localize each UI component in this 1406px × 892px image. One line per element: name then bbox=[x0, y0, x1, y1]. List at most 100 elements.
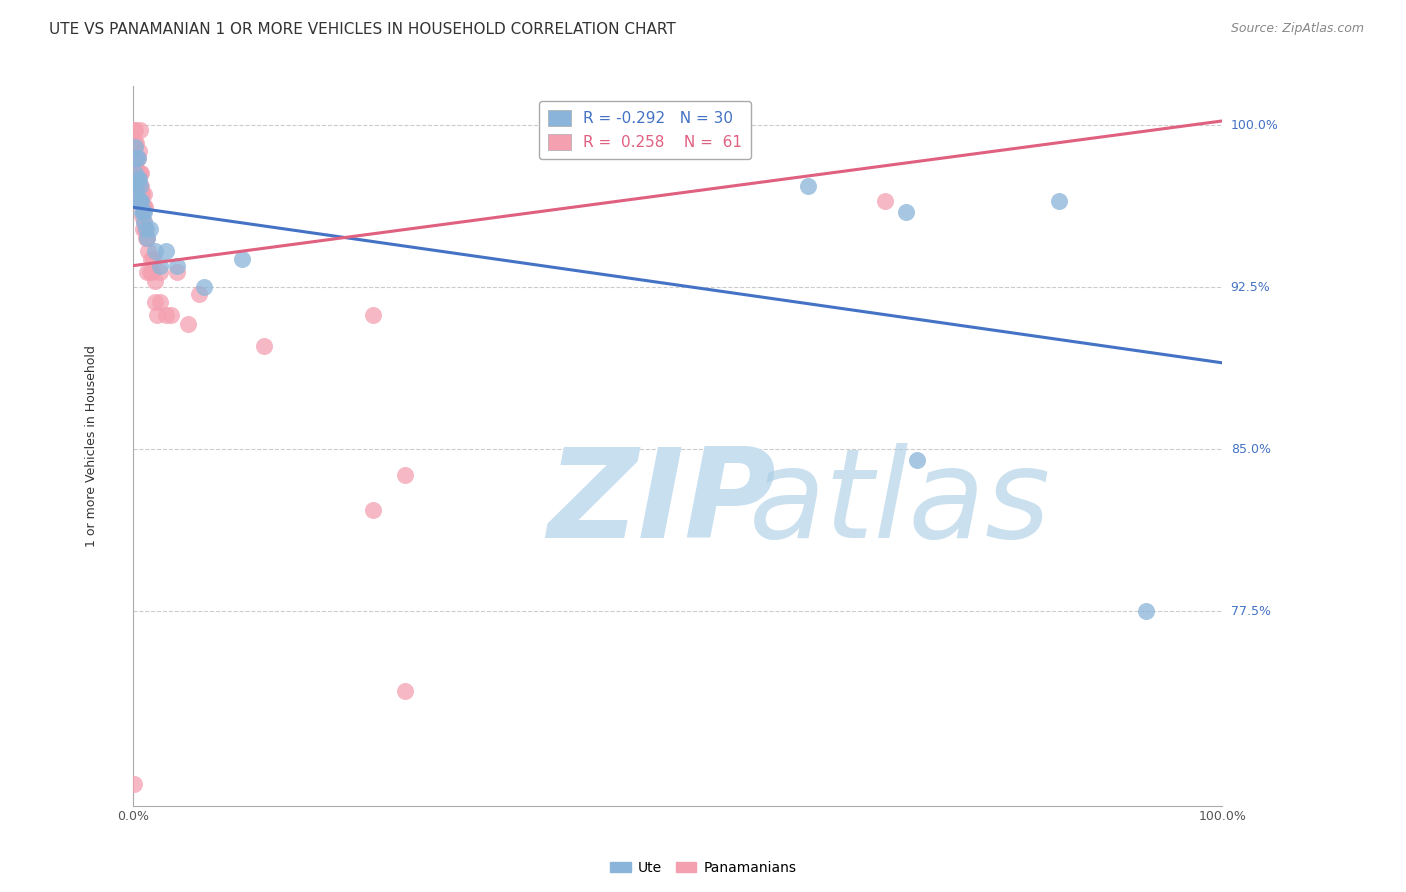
Point bbox=[1047, 194, 1070, 208]
Point bbox=[797, 178, 820, 193]
Point bbox=[132, 204, 155, 219]
Point bbox=[138, 244, 160, 258]
Point bbox=[125, 151, 148, 165]
Point bbox=[896, 204, 918, 219]
Point bbox=[127, 151, 149, 165]
Point bbox=[125, 194, 148, 208]
Point bbox=[187, 286, 209, 301]
Point bbox=[127, 151, 149, 165]
Point bbox=[128, 172, 150, 186]
Point bbox=[134, 222, 156, 236]
Point bbox=[125, 151, 148, 165]
Point bbox=[125, 166, 148, 180]
Point bbox=[125, 136, 148, 150]
Point bbox=[905, 453, 928, 467]
Point bbox=[128, 194, 150, 208]
Point bbox=[394, 468, 416, 483]
Point bbox=[138, 222, 160, 236]
Point bbox=[127, 178, 149, 193]
Point bbox=[124, 777, 146, 791]
Point bbox=[131, 204, 153, 219]
Point bbox=[129, 194, 152, 208]
Point bbox=[193, 280, 215, 294]
Text: atlas: atlas bbox=[748, 443, 1050, 564]
Point bbox=[128, 178, 150, 193]
Point bbox=[124, 122, 146, 136]
Text: ZIP: ZIP bbox=[547, 443, 776, 564]
Point bbox=[136, 230, 159, 244]
Point bbox=[127, 172, 149, 186]
Point bbox=[131, 187, 153, 202]
Text: 85.0%: 85.0% bbox=[1230, 442, 1271, 456]
Point bbox=[129, 166, 152, 180]
Point bbox=[138, 265, 160, 279]
Point bbox=[124, 122, 146, 136]
Point bbox=[132, 222, 155, 236]
Point bbox=[141, 265, 163, 279]
Point bbox=[128, 194, 150, 208]
Point bbox=[146, 308, 169, 322]
Point bbox=[253, 338, 276, 352]
Point bbox=[128, 166, 150, 180]
Point bbox=[128, 178, 150, 193]
Point bbox=[124, 157, 146, 171]
Point bbox=[394, 684, 416, 698]
Point bbox=[129, 194, 152, 208]
Point bbox=[124, 172, 146, 186]
Point bbox=[136, 230, 159, 244]
Point bbox=[124, 140, 146, 154]
Point bbox=[149, 295, 172, 310]
Point bbox=[176, 317, 198, 331]
Point bbox=[131, 209, 153, 223]
Point bbox=[155, 244, 177, 258]
Point bbox=[166, 259, 188, 273]
Point bbox=[128, 194, 150, 208]
Point bbox=[127, 194, 149, 208]
Point bbox=[132, 215, 155, 229]
Text: 100.0%: 100.0% bbox=[1230, 119, 1278, 132]
Point bbox=[124, 166, 146, 180]
Point bbox=[124, 178, 146, 193]
Point bbox=[124, 151, 146, 165]
Point bbox=[155, 308, 177, 322]
Point bbox=[1135, 604, 1157, 618]
Point bbox=[139, 252, 162, 267]
Text: 1 or more Vehicles in Household: 1 or more Vehicles in Household bbox=[86, 345, 98, 547]
Point bbox=[132, 204, 155, 219]
Point bbox=[361, 502, 384, 516]
Point bbox=[134, 200, 156, 214]
Point bbox=[231, 252, 253, 267]
Point bbox=[873, 194, 896, 208]
Legend: Ute, Panamanians: Ute, Panamanians bbox=[605, 855, 801, 880]
Point bbox=[166, 265, 188, 279]
Point bbox=[135, 230, 157, 244]
Point bbox=[128, 166, 150, 180]
Point bbox=[128, 194, 150, 208]
Point bbox=[128, 178, 150, 193]
Point bbox=[132, 187, 155, 202]
Point bbox=[125, 172, 148, 186]
Point bbox=[361, 308, 384, 322]
Point bbox=[128, 144, 150, 158]
Text: 77.5%: 77.5% bbox=[1230, 605, 1271, 618]
Legend: R = -0.292   N = 30, R =  0.258    N =  61: R = -0.292 N = 30, R = 0.258 N = 61 bbox=[538, 101, 751, 159]
Text: 92.5%: 92.5% bbox=[1230, 281, 1271, 293]
Point bbox=[124, 178, 146, 193]
Point bbox=[135, 222, 157, 236]
Point bbox=[125, 183, 148, 197]
Point bbox=[132, 215, 155, 229]
Point bbox=[132, 198, 155, 212]
Text: UTE VS PANAMANIAN 1 OR MORE VEHICLES IN HOUSEHOLD CORRELATION CHART: UTE VS PANAMANIAN 1 OR MORE VEHICLES IN … bbox=[49, 22, 676, 37]
Text: Source: ZipAtlas.com: Source: ZipAtlas.com bbox=[1230, 22, 1364, 36]
Point bbox=[149, 265, 172, 279]
Point bbox=[131, 187, 153, 202]
Point bbox=[124, 136, 146, 150]
Point bbox=[136, 265, 159, 279]
Point bbox=[149, 259, 172, 273]
Point bbox=[129, 178, 152, 193]
Point bbox=[160, 308, 183, 322]
Point bbox=[132, 200, 155, 214]
Point bbox=[128, 122, 150, 136]
Point bbox=[143, 295, 166, 310]
Point bbox=[143, 274, 166, 288]
